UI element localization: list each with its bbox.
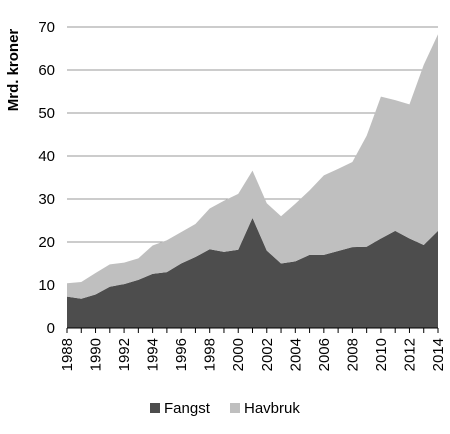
legend: Fangst Havbruk (150, 400, 300, 417)
x-tick-label: 1998 (202, 338, 219, 371)
y-tick-label: 10 (38, 277, 55, 294)
y-tick-label: 40 (38, 148, 55, 165)
x-tick-label: 2006 (316, 338, 333, 371)
axes (66, 327, 439, 333)
legend-label-fangst: Fangst (164, 400, 211, 417)
x-tick-label: 1988 (59, 338, 76, 371)
x-tick-label: 2010 (373, 338, 390, 371)
x-tick-labels: 1988 1990 1992 1994 1996 1998 2000 2002 2004 2006… (59, 338, 447, 371)
legend-label-havbruk: Havbruk (244, 400, 300, 417)
y-tick-label: 0 (47, 320, 55, 337)
y-tick-labels: 0 10 20 30 40 50 60 70 (38, 19, 55, 337)
x-tick-label: 2012 (401, 338, 418, 371)
legend-swatch-fangst (150, 403, 160, 413)
y-tick-label: 60 (38, 62, 55, 79)
x-tick-label: 1994 (145, 338, 162, 371)
area-havbruk (67, 34, 438, 299)
y-tick-label: 50 (38, 105, 55, 122)
area-fangst (67, 217, 438, 328)
x-tick-label: 1992 (116, 338, 133, 371)
y-tick-label: 30 (38, 191, 55, 208)
x-tick-label: 2004 (287, 338, 304, 371)
x-tick-label: 2000 (230, 338, 247, 371)
y-tick-label: 70 (38, 19, 55, 36)
x-tick-label: 2014 (430, 338, 447, 371)
x-tick-label: 1996 (173, 338, 190, 371)
areas (67, 34, 438, 328)
x-tick-label: 2008 (344, 338, 361, 371)
x-tick-label: 2002 (259, 338, 276, 371)
y-axis-label: Mrd. kroner (5, 29, 22, 112)
legend-swatch-havbruk (230, 403, 240, 413)
y-tick-label: 20 (38, 234, 55, 251)
x-tick-label: 1990 (88, 338, 105, 371)
